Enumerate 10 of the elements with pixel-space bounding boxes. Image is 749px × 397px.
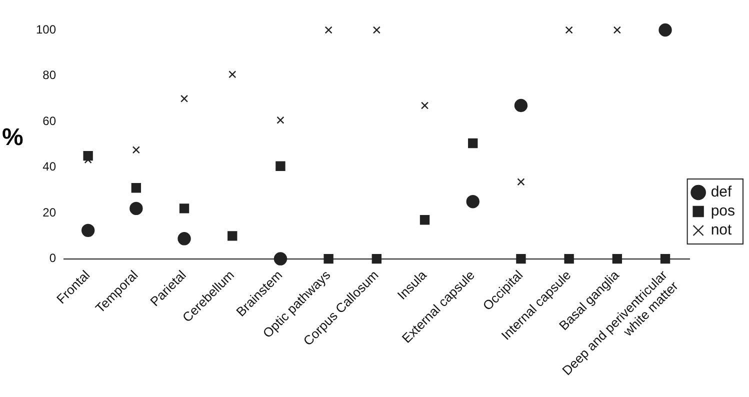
y-tick-label: 20 [42, 205, 56, 220]
y-tick-label: 60 [42, 114, 56, 128]
y-tick-label: 0 [49, 251, 56, 266]
y-tick-label: 100 [36, 22, 56, 36]
y-tick-label: 40 [42, 160, 56, 174]
y-axis-title: % [2, 124, 24, 152]
legend-label: def [710, 184, 732, 201]
legend-label: pos [710, 202, 736, 220]
y-tick-label: 80 [42, 68, 56, 82]
legend-label: not [710, 222, 732, 239]
